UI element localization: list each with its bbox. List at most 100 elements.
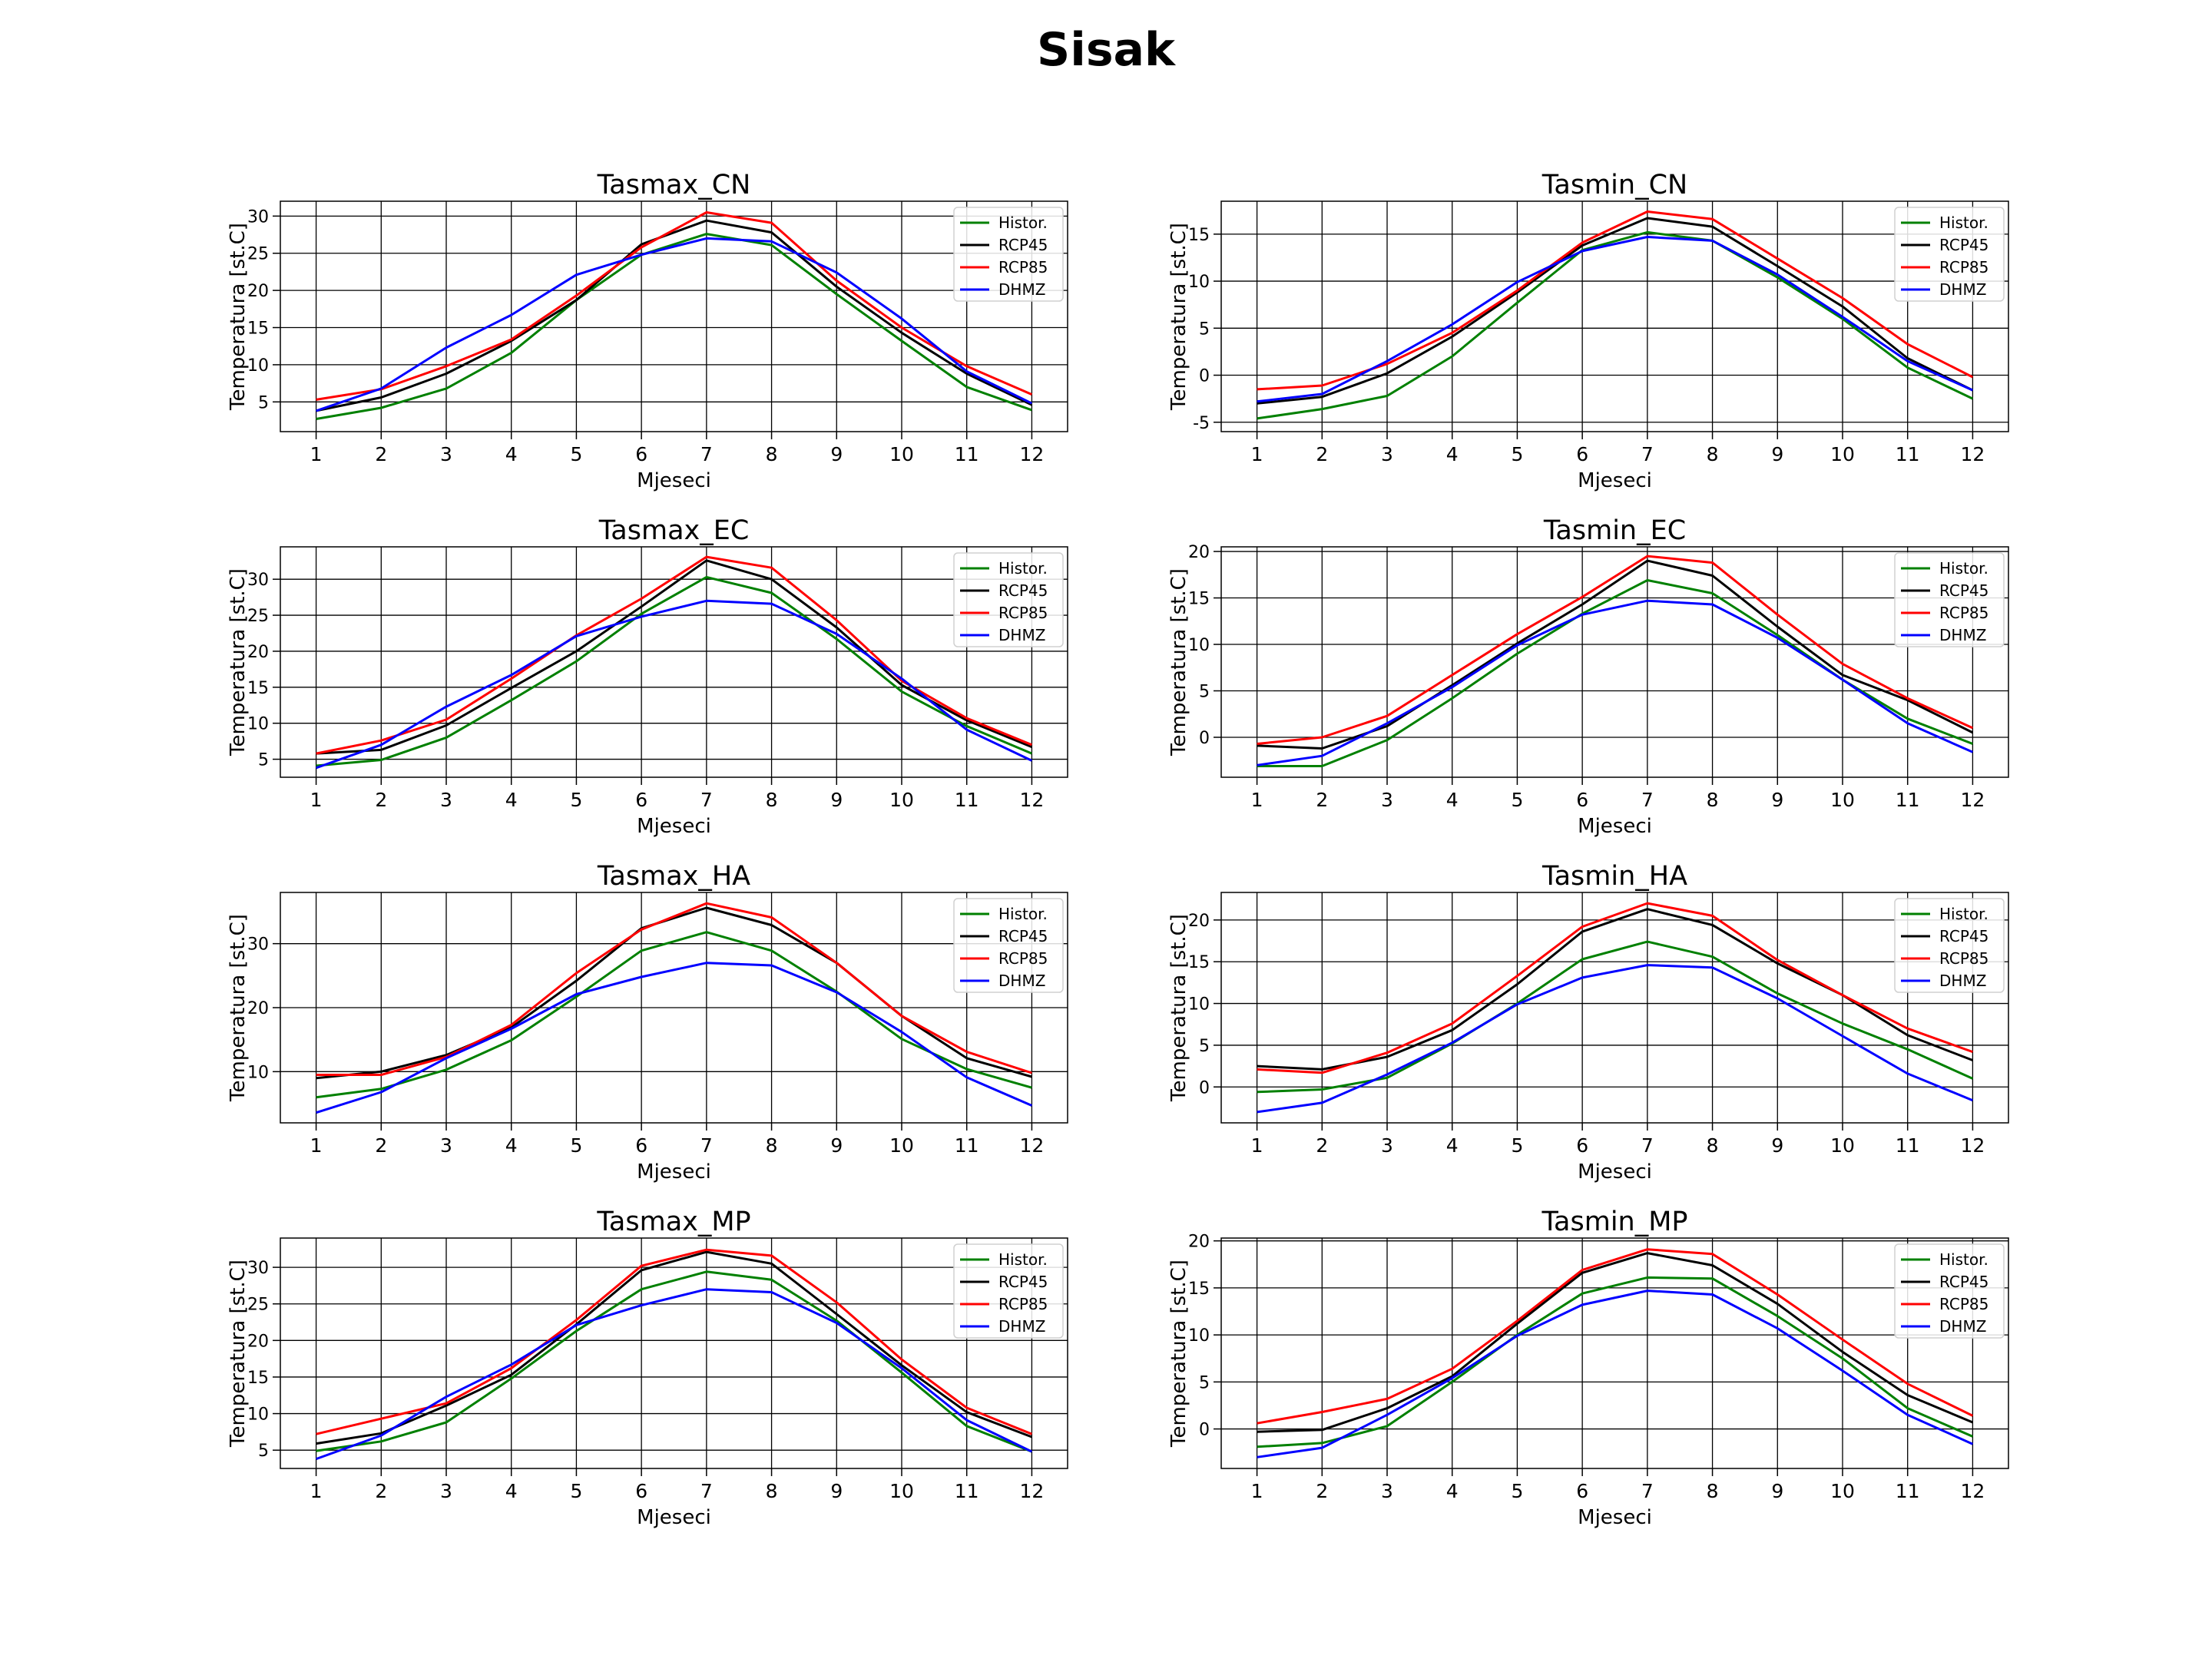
y-tick-label: 10 — [1188, 273, 1210, 292]
legend-label: RCP85 — [1939, 949, 1988, 968]
x-tick-label: 6 — [1576, 1480, 1588, 1502]
y-tick-label: 10 — [247, 356, 269, 376]
y-axis-label: Temperatura [st.C] — [227, 223, 250, 411]
legend-label: Histor. — [1939, 559, 1988, 578]
plot-frame — [1220, 1237, 2009, 1469]
series-line-dhmz — [316, 237, 1033, 412]
y-tick-label: 20 — [247, 999, 269, 1018]
x-tick-label: 12 — [1020, 443, 1045, 465]
legend-label: RCP85 — [1939, 258, 1988, 276]
series-line-dhmz — [1257, 1290, 1974, 1458]
x-tick-label: 12 — [1020, 1480, 1045, 1502]
x-tick-label: 3 — [1381, 789, 1393, 811]
y-tick-label: 0 — [1199, 1078, 1210, 1098]
x-tick-label: 7 — [1641, 789, 1654, 811]
chart-2: 1 2 3 4 5 6 7 8 9 10 11 1251015202530Tasmax_ECMjese… — [227, 515, 1068, 838]
x-tick-label: 1 — [310, 789, 323, 811]
x-tick-label: 4 — [505, 1134, 518, 1157]
y-tick-label: 20 — [247, 1332, 269, 1351]
x-tick-label: 10 — [1830, 789, 1855, 811]
series-line-dhmz — [316, 1288, 1033, 1461]
x-tick-label: 4 — [505, 443, 518, 465]
x-tick-label: 4 — [505, 789, 518, 811]
x-axis-label: Mjeseci — [637, 469, 711, 492]
series-line-histor — [316, 1270, 1032, 1453]
x-tick-label: 11 — [1896, 789, 1920, 811]
y-tick-label: 5 — [258, 1442, 269, 1461]
y-tick-label: 5 — [1199, 1373, 1210, 1392]
y-tick-label: 30 — [247, 1259, 269, 1278]
x-tick-label: 10 — [889, 1134, 914, 1157]
x-tick-label: 10 — [1830, 1480, 1855, 1502]
series-line-histor — [316, 575, 1032, 767]
x-tick-label: 3 — [440, 443, 452, 465]
plot-frame — [1220, 892, 2009, 1124]
chart-7: 1 2 3 4 5 6 7 8 9 10 11 1205101520Tasmin_MPMjeseciT… — [1167, 1207, 2009, 1529]
x-tick-label: 1 — [1251, 1134, 1263, 1157]
x-tick-label: 9 — [830, 1480, 843, 1502]
legend-label: RCP85 — [1939, 604, 1988, 622]
x-tick-label: 12 — [1961, 443, 1985, 465]
x-tick-label: 4 — [1446, 1134, 1459, 1157]
y-tick-label: 20 — [247, 282, 269, 301]
chart-0: 1 2 3 4 5 6 7 8 9 10 11 1251015202530Tasmax_CNMjese… — [227, 170, 1068, 492]
plot-frame — [280, 200, 1068, 432]
legend-label: DHMZ — [1939, 972, 1986, 990]
x-tick-label: 1 — [1251, 789, 1263, 811]
x-tick-label: 9 — [830, 789, 843, 811]
y-axis-label: Temperatura [st.C] — [1167, 223, 1190, 411]
series-line-rcp45 — [316, 1250, 1032, 1445]
y-tick-label: 0 — [1199, 1421, 1210, 1440]
x-tick-label: 9 — [1771, 1134, 1783, 1157]
legend-box — [1894, 552, 2005, 647]
x-tick-label: 10 — [889, 1480, 914, 1502]
x-tick-label: 5 — [570, 1480, 582, 1502]
series-line-rcp45 — [1257, 1252, 1973, 1433]
x-tick-label: 7 — [700, 789, 713, 811]
x-tick-label: 2 — [1316, 443, 1328, 465]
y-tick-label: 15 — [247, 1369, 269, 1388]
x-tick-label: 6 — [1576, 1134, 1588, 1157]
chart-title: Tasmin_HA — [1541, 861, 1687, 892]
x-tick-label: 7 — [1641, 1134, 1654, 1157]
legend-label: RCP85 — [998, 949, 1048, 968]
y-axis-label: Temperatura [st.C] — [1167, 1260, 1190, 1448]
y-tick-label: 5 — [1199, 683, 1210, 702]
x-tick-label: 8 — [1707, 789, 1719, 811]
x-axis-label: Mjeseci — [637, 815, 711, 838]
x-tick-label: 2 — [375, 443, 387, 465]
y-tick-label: 10 — [247, 1063, 269, 1082]
x-tick-label: 5 — [1511, 1480, 1523, 1502]
y-tick-label: 25 — [247, 607, 269, 626]
x-tick-label: 4 — [1446, 789, 1459, 811]
y-tick-label: 25 — [247, 245, 269, 264]
y-tick-label: 20 — [247, 643, 269, 662]
legend-label: DHMZ — [998, 280, 1045, 299]
x-tick-label: 5 — [570, 789, 582, 811]
x-axis-label: Mjeseci — [1578, 469, 1652, 492]
x-axis-label: Mjeseci — [637, 1506, 711, 1529]
x-tick-label: 1 — [1251, 1480, 1263, 1502]
x-tick-label: 7 — [700, 1480, 713, 1502]
x-tick-label: 4 — [505, 1480, 518, 1502]
x-tick-label: 9 — [1771, 789, 1783, 811]
y-tick-label: 10 — [1188, 1326, 1210, 1346]
legend-label: RCP45 — [1939, 1273, 1988, 1291]
y-tick-label: 30 — [247, 207, 269, 227]
x-tick-label: 7 — [700, 1134, 713, 1157]
legend-label: Histor. — [998, 214, 1048, 232]
series-line-histor — [316, 931, 1032, 1099]
x-tick-label: 7 — [1641, 443, 1654, 465]
legend-label: RCP85 — [998, 1295, 1048, 1313]
chart-title: Tasmax_HA — [597, 861, 750, 892]
chart-6: 1 2 3 4 5 6 7 8 9 10 11 1251015202530Tasmax_MPMjese… — [227, 1207, 1068, 1529]
chart-5: 1 2 3 4 5 6 7 8 9 10 11 1205101520Tasmin_HAMjeseciT… — [1167, 861, 2009, 1184]
x-tick-label: 12 — [1961, 1480, 1985, 1502]
legend-label: DHMZ — [1939, 626, 1986, 644]
y-tick-label: 5 — [1199, 1037, 1210, 1056]
x-tick-label: 10 — [889, 443, 914, 465]
x-tick-label: 9 — [1771, 443, 1783, 465]
x-tick-label: 12 — [1961, 1134, 1985, 1157]
chart-3: 1 2 3 4 5 6 7 8 9 10 11 1205101520Tasmin_ECMjeseciT… — [1167, 515, 2009, 838]
